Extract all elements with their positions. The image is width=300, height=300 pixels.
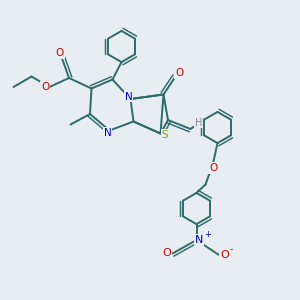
Text: -: - [230, 245, 233, 254]
Text: O: O [163, 248, 172, 259]
Text: N: N [195, 235, 203, 245]
Text: N: N [124, 92, 132, 102]
Text: O: O [175, 68, 183, 79]
Text: O: O [56, 48, 64, 58]
Text: O: O [41, 82, 49, 92]
Text: H: H [195, 118, 202, 128]
Text: +: + [205, 230, 211, 239]
Text: O: O [209, 163, 217, 173]
Text: S: S [162, 130, 168, 140]
Text: O: O [220, 250, 229, 260]
Text: N: N [103, 128, 111, 138]
